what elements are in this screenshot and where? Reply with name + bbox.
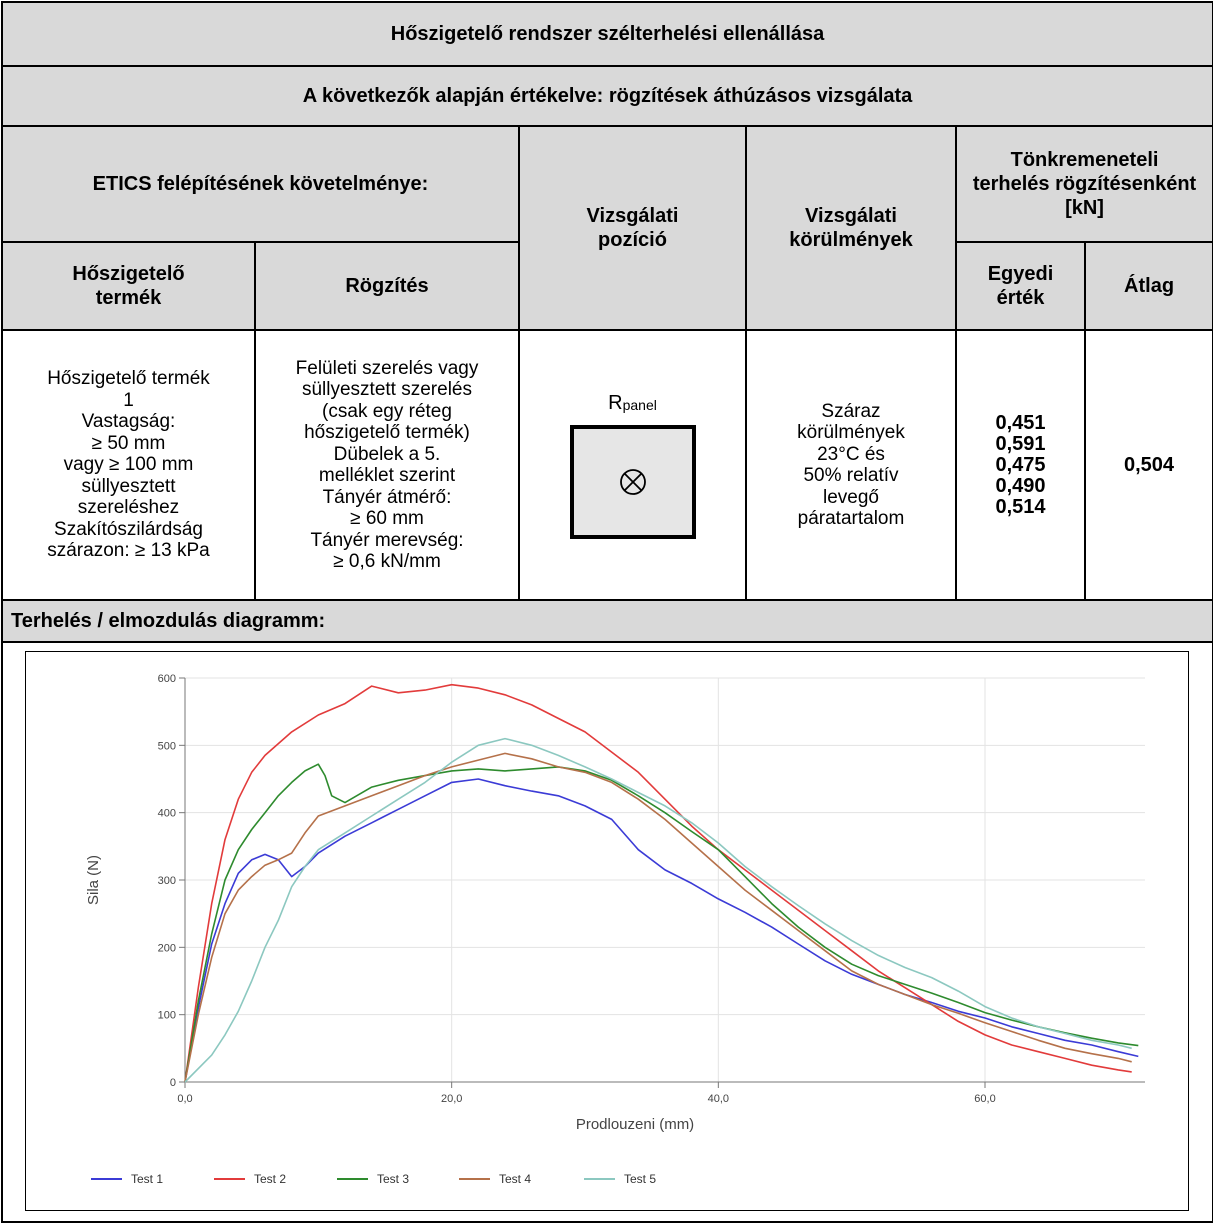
single-values-cell: 0,451 0,591 0,475 0,490 0,514	[955, 329, 1086, 601]
x-tick-label: 0,0	[177, 1093, 192, 1105]
legend-entry: Test 2	[254, 1172, 286, 1186]
average-header: Átlag	[1083, 241, 1213, 331]
y-tick-label: 0	[170, 1077, 176, 1089]
test-position-cell: Rpanel	[518, 329, 747, 601]
y-axis-label: Sila (N)	[85, 855, 102, 905]
legend-entry: Test 4	[499, 1172, 531, 1186]
position-label: Rpanel	[608, 391, 657, 414]
panel-diagram	[569, 424, 696, 539]
single-value: 0,514	[995, 495, 1046, 518]
series-line-test-5	[184, 737, 1132, 1083]
legend-entry: Test 3	[377, 1172, 409, 1186]
y-tick-label: 600	[158, 673, 176, 685]
test-position-header: Vizsgálati pozíció	[518, 125, 747, 331]
table-subtitle: A következők alapján értékelve: rögzítés…	[0, 65, 1213, 127]
insulation-product-header: Hőszigetelő termék	[1, 241, 256, 331]
single-value: 0,451	[995, 411, 1046, 434]
x-tick-label: 40,0	[708, 1093, 729, 1105]
y-tick-label: 400	[158, 808, 176, 820]
single-value: 0,490	[995, 474, 1046, 497]
single-value-header: Egyedi érték	[955, 241, 1086, 331]
y-tick-label: 200	[158, 942, 176, 954]
test-conditions-cell: Száraz körülmények 23°C és 50% relatív leveg…	[745, 329, 957, 601]
test-conditions-header: Vizsgálati körülmények	[745, 125, 957, 331]
y-tick-label: 100	[158, 1010, 176, 1022]
average-value: 0,504	[1083, 329, 1213, 601]
fixing-header: Rögzítés	[254, 241, 520, 331]
legend-entry: Test 5	[624, 1172, 656, 1186]
series-line-test-2	[184, 683, 1132, 1083]
series-line-test-4	[184, 752, 1132, 1083]
fixing-cell: Felületi szerelés vagy süllyesztett szere…	[254, 329, 520, 601]
insulation-product-cell: Hőszigetelő termék 1 Vastagság: ≥ 50 mm vagy…	[1, 329, 256, 601]
etics-requirement-header: ETICS felépítésének követelménye:	[1, 125, 520, 243]
legend-entry: Test 1	[131, 1172, 163, 1186]
x-axis-label: Prodlouzeni (mm)	[576, 1116, 694, 1133]
anchor-cross-icon	[619, 468, 646, 495]
load-displacement-chart: 0 100 200 300 400 500 600 0,0 20,0 40,0 60,0 Prodlo…	[25, 651, 1189, 1211]
failure-load-header: Tönkremeneteli terhelés rögzítésenként […	[954, 125, 1213, 243]
diagram-label: Terhelés / elmozdulás diagramm:	[0, 599, 1213, 643]
table-title: Hőszigetelő rendszer szélterhelési ellen…	[0, 1, 1213, 67]
x-tick-label: 60,0	[974, 1093, 995, 1105]
y-tick-label: 500	[158, 740, 176, 752]
single-value: 0,591	[995, 432, 1046, 455]
diagram-cell: 0 100 200 300 400 500 600 0,0 20,0 40,0 60,0 Prodlo…	[0, 641, 1213, 1223]
y-tick-label: 300	[158, 875, 176, 887]
series-line-test-1	[184, 778, 1139, 1083]
single-value: 0,475	[995, 453, 1046, 476]
x-tick-label: 20,0	[441, 1093, 462, 1105]
